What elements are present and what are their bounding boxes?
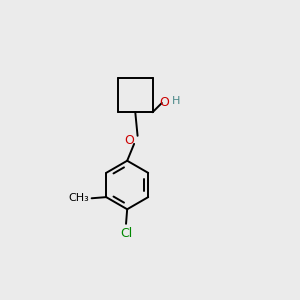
Text: H: H	[172, 96, 180, 106]
Text: O: O	[159, 97, 169, 110]
Text: O: O	[124, 134, 134, 147]
Text: Cl: Cl	[120, 226, 132, 240]
Text: CH₃: CH₃	[68, 193, 89, 203]
